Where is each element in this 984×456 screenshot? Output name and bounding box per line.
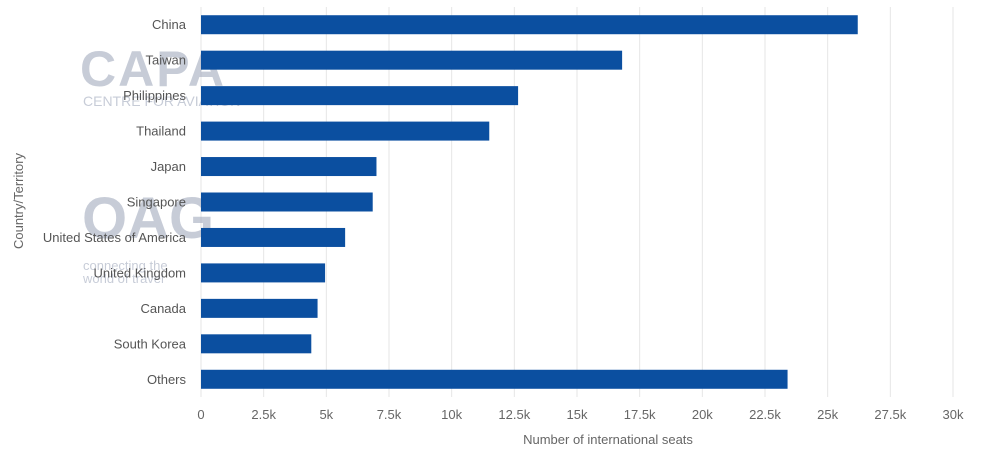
category-labels: China Taiwan Philippines Thailand Japan Singa… [43,17,187,387]
bar [201,86,519,106]
x-tick-label: 25k [817,407,838,422]
x-tick-label: 22.5k [749,407,781,422]
category-label: Taiwan [146,53,186,68]
category-label: South Korea [114,336,187,351]
category-label: Thailand [136,124,186,139]
category-label: United Kingdom [94,265,187,280]
bar [201,15,858,35]
category-label: Japan [151,159,186,174]
bar [201,298,318,318]
bar [201,227,346,247]
capa-logo-text: CAPA [80,41,226,97]
category-label: China [152,17,187,32]
oag-tagline-line2: world of travel [82,271,164,286]
oag-tagline-line1: connecting the [83,258,168,273]
x-axis-title: Number of international seats [523,432,693,447]
y-axis-title: Country/Territory [11,152,26,249]
bar [201,121,490,141]
oag-logo-text: OAG [82,186,214,251]
bar [201,263,326,283]
bar [201,334,312,354]
category-label: Canada [140,301,186,316]
x-tick-labels: 0 2.5k 5k 7.5k 10k 12.5k 15k 17.5k 20k 22.5k 25k 27… [197,407,964,422]
bar [201,157,377,177]
x-tick-label: 5k [319,407,333,422]
bar [201,192,373,212]
x-tick-label: 12.5k [498,407,530,422]
x-tick-label: 7.5k [377,407,402,422]
x-tick-label: 17.5k [624,407,656,422]
x-tick-label: 20k [692,407,713,422]
gridlines [200,7,954,397]
x-tick-label: 15k [567,407,588,422]
oag-watermark: OAG connecting the world of travel [82,186,214,286]
category-label: United States of America [43,230,187,245]
bar [201,50,623,70]
bar [201,369,788,389]
x-tick-label: 0 [197,407,204,422]
x-tick-label: 2.5k [251,407,276,422]
category-label: Philippines [123,88,186,103]
category-label: Singapore [127,195,186,210]
x-tick-label: 10k [441,407,462,422]
bars [201,15,858,389]
x-tick-label: 30k [943,407,964,422]
x-tick-label: 27.5k [874,407,906,422]
category-label: Others [147,372,187,387]
